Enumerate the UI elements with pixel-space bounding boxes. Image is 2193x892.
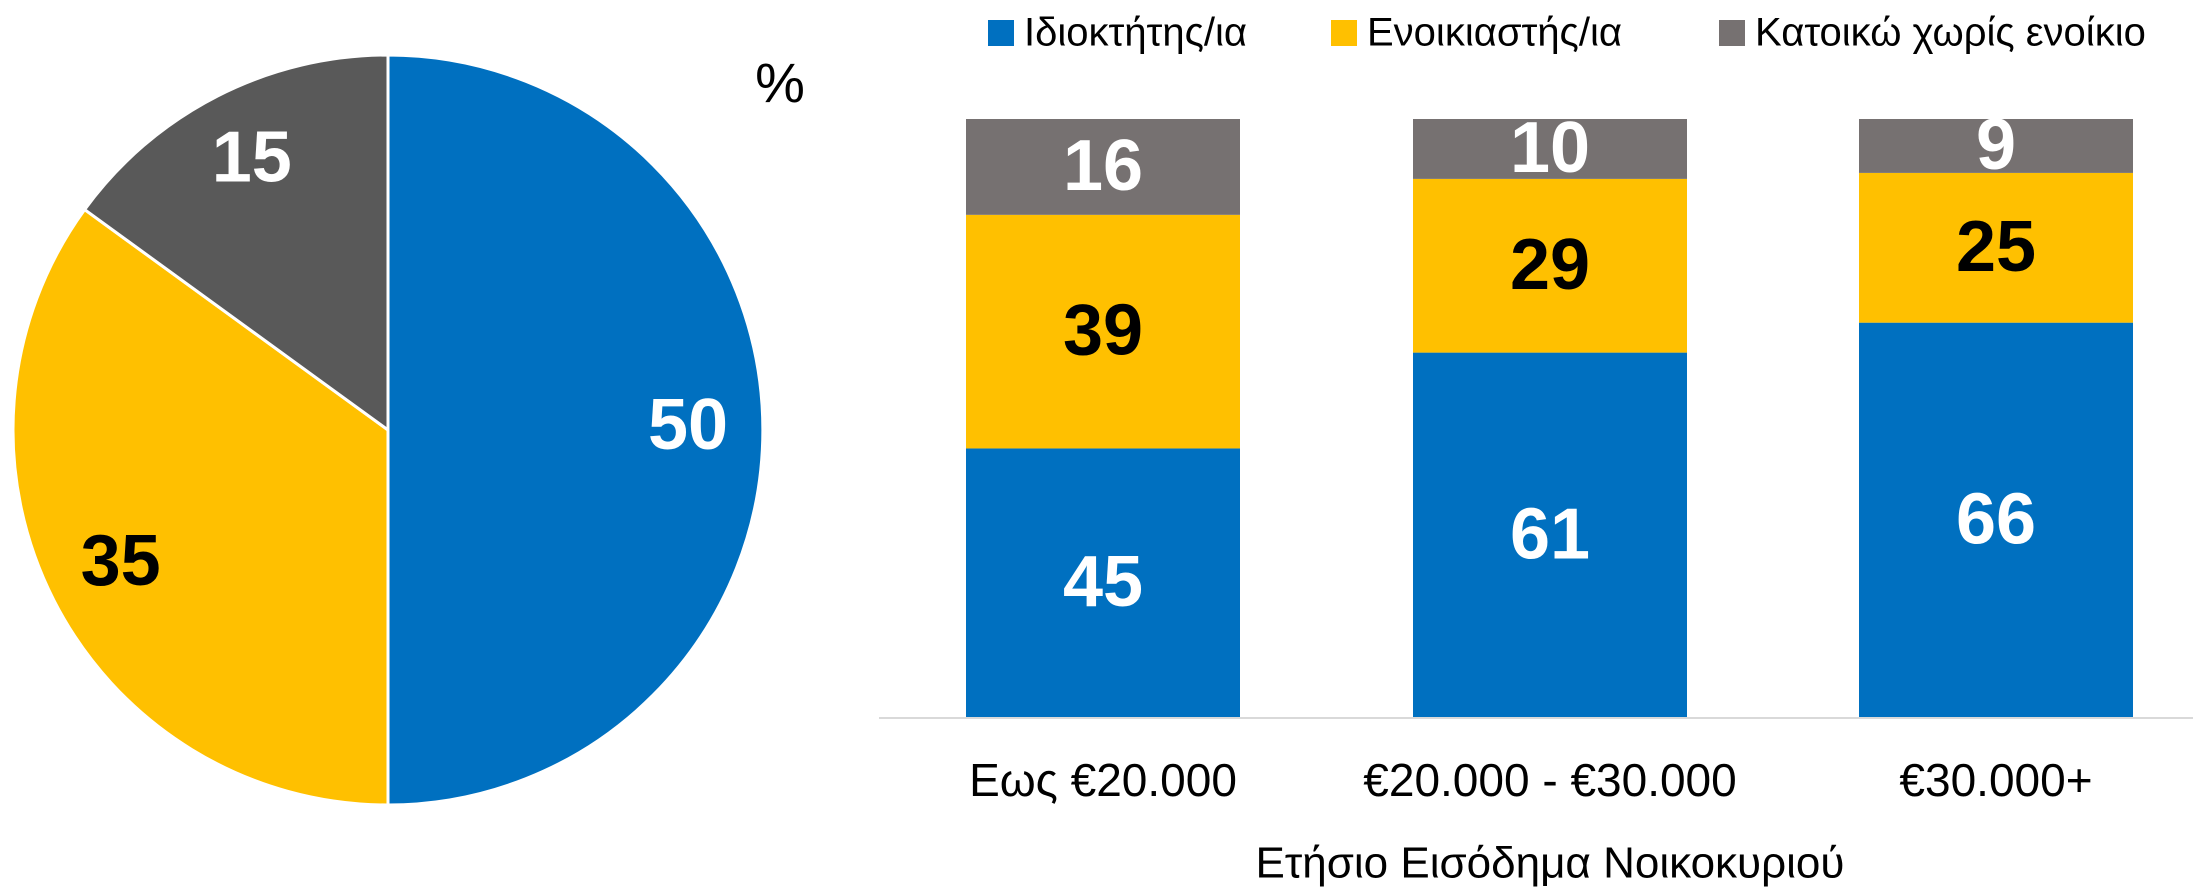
bar-label: 10 (1510, 108, 1590, 188)
legend-label: Ιδιοκτήτης/ια (1024, 11, 1247, 55)
bar-label: 66 (1956, 479, 2036, 559)
bar-label: 45 (1063, 542, 1143, 622)
bar-label: 39 (1063, 291, 1143, 371)
bar-segment (966, 448, 1240, 718)
legend-label: Κατοικώ χωρίς ενοίκιο (1755, 11, 2146, 55)
x-tick-label: €30.000+ (1899, 754, 2092, 806)
slice-label: 15 (212, 118, 292, 198)
x-axis-title: Ετήσιο Εισόδημα Νοικοκυριού (1256, 839, 1845, 888)
x-tick-label: €20.000 - €30.000 (1363, 754, 1736, 806)
bar-label: 29 (1510, 225, 1590, 305)
pie-slice (11, 207, 390, 807)
bar-label: 16 (1063, 126, 1143, 206)
legend-label: Ενοικιαστής/ια (1367, 11, 1622, 55)
bar-segment (966, 119, 1240, 215)
pie-slice (82, 53, 390, 433)
bar-segment (1859, 172, 2133, 323)
bar-label: 25 (1956, 207, 2036, 287)
legend-swatch (1719, 20, 1745, 46)
legend-swatch (988, 20, 1014, 46)
bar-segment (1413, 352, 1687, 718)
x-tick-label: Εως €20.000 (969, 754, 1237, 806)
slice-label: 35 (81, 521, 161, 601)
bar-segment (1413, 178, 1687, 353)
bar-label: 9 (1976, 105, 2016, 185)
bar-segment (966, 214, 1240, 449)
pie-slice (386, 53, 765, 807)
bar-segment (1859, 119, 2133, 173)
bar-segment (1859, 322, 2133, 718)
bar-label: 61 (1510, 494, 1590, 574)
legend-swatch (1331, 20, 1357, 46)
bar-segment (1413, 119, 1687, 179)
unit-annotation: % (755, 51, 805, 114)
slice-label: 50 (648, 385, 728, 465)
